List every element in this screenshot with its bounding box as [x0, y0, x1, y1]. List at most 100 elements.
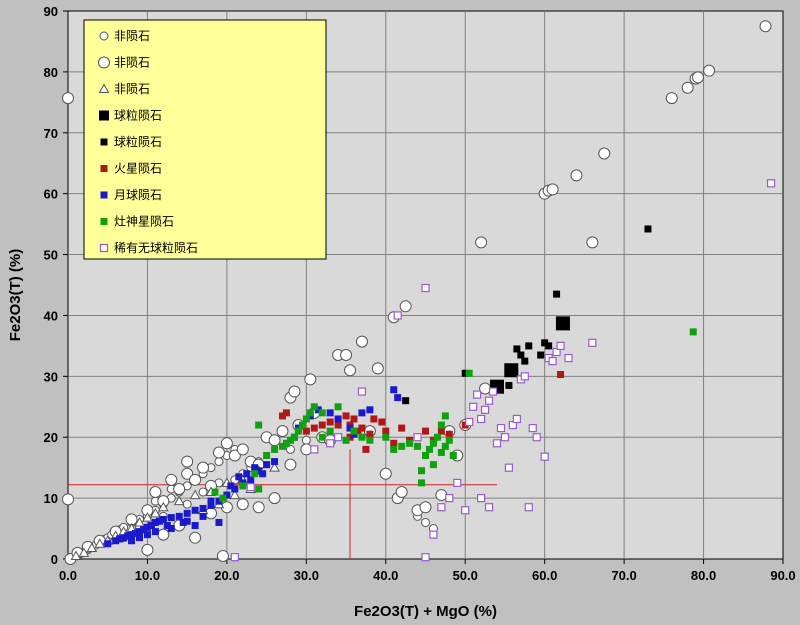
data-point	[255, 421, 263, 429]
y-tick-label: 90	[44, 4, 58, 19]
legend-marker	[98, 83, 110, 93]
data-point	[228, 449, 241, 462]
data-point	[691, 71, 704, 84]
data-point	[437, 448, 445, 456]
data-point	[282, 409, 290, 417]
data-point	[183, 509, 191, 517]
data-point	[553, 290, 561, 298]
data-point	[215, 497, 223, 505]
data-point	[469, 402, 478, 411]
data-point	[488, 387, 498, 396]
data-point	[197, 461, 210, 474]
data-point	[189, 473, 202, 486]
data-point	[449, 451, 457, 459]
data-point	[504, 363, 519, 378]
data-point	[128, 537, 136, 545]
data-point	[165, 473, 178, 486]
data-point	[132, 529, 140, 537]
data-point	[157, 528, 170, 541]
data-point	[141, 543, 154, 556]
data-point	[665, 92, 678, 105]
data-point	[304, 373, 317, 386]
data-point	[545, 342, 553, 350]
data-point	[298, 421, 306, 429]
y-tick-label: 20	[44, 430, 58, 445]
data-point	[259, 470, 267, 478]
data-point	[358, 424, 366, 432]
data-point	[334, 415, 342, 423]
x-tick-label: 40.0	[373, 568, 398, 583]
data-point	[525, 342, 533, 350]
x-tick-label: 60.0	[532, 568, 557, 583]
legend-marker	[100, 165, 108, 172]
x-tick-label: 0.0	[59, 568, 77, 583]
data-point	[120, 534, 128, 542]
data-point	[689, 328, 697, 336]
data-point	[268, 434, 281, 447]
data-point	[191, 522, 199, 530]
data-point	[358, 409, 366, 417]
data-point	[191, 506, 199, 514]
data-point	[157, 501, 169, 512]
data-point	[414, 442, 422, 450]
data-point	[318, 409, 326, 417]
data-point	[142, 512, 153, 522]
data-point	[216, 549, 229, 562]
data-point	[147, 522, 155, 530]
data-point	[231, 485, 239, 493]
data-point	[173, 482, 186, 495]
data-point	[326, 409, 334, 417]
data-point	[350, 427, 358, 435]
data-point	[219, 494, 227, 502]
legend-marker	[100, 218, 108, 225]
legend-label: 非陨石	[114, 82, 150, 96]
data-point	[354, 427, 362, 435]
data-point	[207, 501, 215, 509]
data-point	[268, 492, 281, 505]
data-point	[182, 499, 192, 509]
data-point	[422, 427, 429, 435]
legend-marker	[100, 138, 108, 146]
data-point	[418, 479, 426, 487]
data-point	[548, 357, 557, 366]
series-3	[402, 225, 652, 405]
data-point	[271, 458, 279, 466]
data-point	[395, 486, 408, 499]
data-point	[453, 478, 462, 487]
data-point	[421, 517, 430, 527]
data-point	[214, 457, 224, 467]
data-point	[220, 437, 233, 450]
data-point	[532, 433, 541, 442]
data-point	[477, 494, 486, 503]
data-point	[394, 394, 402, 402]
data-point	[94, 538, 106, 548]
data-point	[393, 311, 402, 320]
data-point	[199, 504, 207, 512]
data-point	[512, 414, 521, 424]
legend-label: 火星陨石	[114, 162, 162, 176]
data-point	[406, 439, 414, 447]
data-point	[398, 442, 406, 450]
data-point	[644, 225, 652, 233]
data-point	[334, 433, 343, 442]
data-point	[477, 414, 486, 424]
data-point	[239, 482, 247, 490]
data-point	[681, 81, 694, 94]
data-point	[524, 503, 533, 512]
data-point	[445, 430, 453, 438]
data-point	[541, 339, 549, 347]
legend-marker	[99, 31, 109, 41]
data-point	[521, 357, 529, 365]
data-point	[437, 503, 446, 512]
data-point	[492, 439, 502, 448]
data-point	[294, 427, 302, 435]
data-point	[473, 390, 482, 399]
data-point	[252, 501, 265, 514]
data-point	[189, 531, 202, 544]
data-point	[276, 425, 289, 438]
data-point	[155, 517, 163, 525]
data-point	[326, 427, 334, 435]
data-point	[207, 497, 215, 505]
data-point	[302, 427, 310, 435]
legend-marker	[99, 110, 109, 121]
